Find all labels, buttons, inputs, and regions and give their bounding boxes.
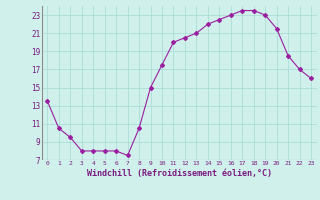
X-axis label: Windchill (Refroidissement éolien,°C): Windchill (Refroidissement éolien,°C): [87, 169, 272, 178]
